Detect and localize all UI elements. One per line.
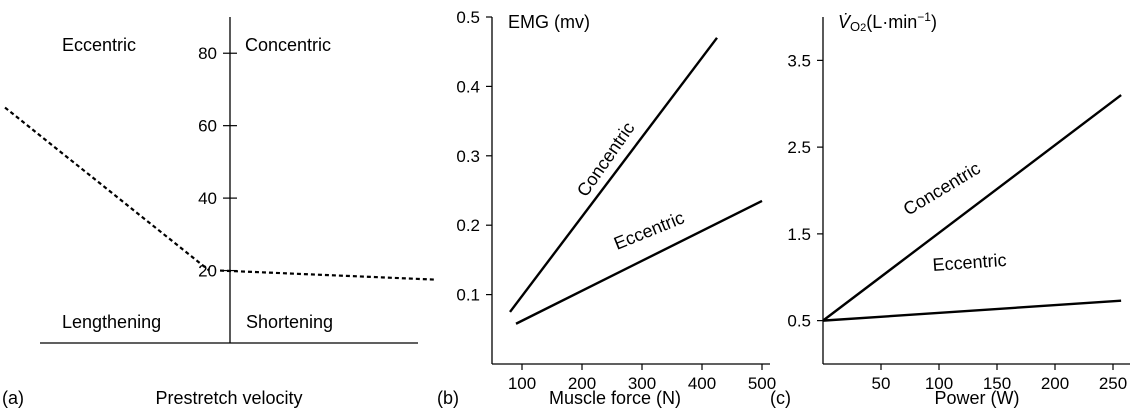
panel-c-x-tick-label: 250 — [1099, 374, 1127, 393]
panel-a-y-tick-label: 40 — [198, 189, 217, 208]
panel-c-concentric-line — [822, 94, 1122, 322]
panel-b-x-tick-label: 300 — [628, 374, 656, 393]
panel-a-y-tick-label: 80 — [198, 44, 217, 63]
panel-a-region-bottom-right: Shortening — [246, 312, 333, 332]
panel-b-y-axis-label: EMG (mv) — [508, 12, 590, 32]
panel-b: 100 200 300 400 500 0.1 0.2 0.3 0.4 0.5 EMG (mv)… — [437, 8, 776, 408]
panel-c-x-axis-label: Power (W) — [935, 388, 1020, 408]
panel-c-y-axis-label-2: 2 — [860, 22, 866, 34]
panel-b-x-axis-label: Muscle force (N) — [549, 388, 681, 408]
panel-b-y-tick-label: 0.5 — [456, 8, 480, 27]
panel-c-eccentric-label: Eccentric — [932, 250, 1007, 275]
panel-c-y-axis-label-close: ) — [931, 12, 937, 32]
panel-c-y-axis-label: V̇O2(L·min−1) — [838, 10, 937, 34]
panel-b-y-tick-label: 0.1 — [456, 286, 480, 305]
panel-c-y-tick-label: 2.5 — [787, 138, 811, 157]
panel-a-x-axis-label: Prestretch velocity — [155, 388, 302, 408]
panel-b-x-tick-label: 500 — [748, 374, 776, 393]
panel-c-x-tick-label: 50 — [872, 374, 891, 393]
panel-a: 20 40 60 80 Eccentric Concentric Lengthenin… — [2, 17, 436, 408]
panel-a-dashed-line-2 — [219, 269, 436, 281]
panel-a-dashed-line-1 — [4, 106, 210, 272]
panel-b-concentric-line — [509, 37, 718, 313]
panel-c-label: (c) — [770, 388, 791, 408]
panel-b-y-tick-label: 0.2 — [456, 216, 480, 235]
panel-c-x-tick-label: 150 — [983, 374, 1011, 393]
panel-c-y-tick-label: 3.5 — [787, 51, 811, 70]
panel-a-region-top-right: Concentric — [245, 35, 331, 55]
panel-b-x-tick-label: 200 — [568, 374, 596, 393]
panel-c-y-axis-label-units: (L·min — [866, 12, 917, 32]
panel-b-concentric-label: Concentric — [573, 118, 639, 200]
panel-c-eccentric-line — [822, 299, 1122, 322]
panel-a-region-top-left: Eccentric — [62, 35, 136, 55]
panel-c-y-tick-label: 1.5 — [787, 225, 811, 244]
panel-b-eccentric-label: Eccentric — [611, 207, 687, 253]
panel-a-y-tick-label: 20 — [198, 262, 217, 281]
panel-b-x-tick-label: 400 — [688, 374, 716, 393]
panel-b-y-tick-label: 0.3 — [456, 147, 480, 166]
panel-c-x-tick-label: 200 — [1041, 374, 1069, 393]
panel-b-eccentric-line — [515, 199, 763, 325]
panel-b-x-tick-label: 100 — [508, 374, 536, 393]
panel-c-y-tick-label: 0.5 — [787, 312, 811, 331]
panel-c-y-axis-label-o: O — [850, 19, 860, 34]
panel-c-concentric-label: Concentric — [900, 158, 984, 219]
panel-a-region-bottom-left: Lengthening — [62, 312, 161, 332]
panel-b-y-tick-label: 0.4 — [456, 77, 480, 96]
panel-c-x-tick-label: 100 — [925, 374, 953, 393]
panel-c-y-axis-label-exponent: −1 — [917, 10, 931, 24]
panel-b-label: (b) — [437, 388, 459, 408]
panel-c: 50 100 150 200 250 0.5 1.5 2.5 3.5 V̇O2(L·min−1… — [770, 10, 1130, 408]
panel-a-label: (a) — [2, 388, 24, 408]
panel-c-y-axis-label-v: V̇ — [838, 12, 852, 32]
panel-a-y-tick-label: 60 — [198, 117, 217, 136]
